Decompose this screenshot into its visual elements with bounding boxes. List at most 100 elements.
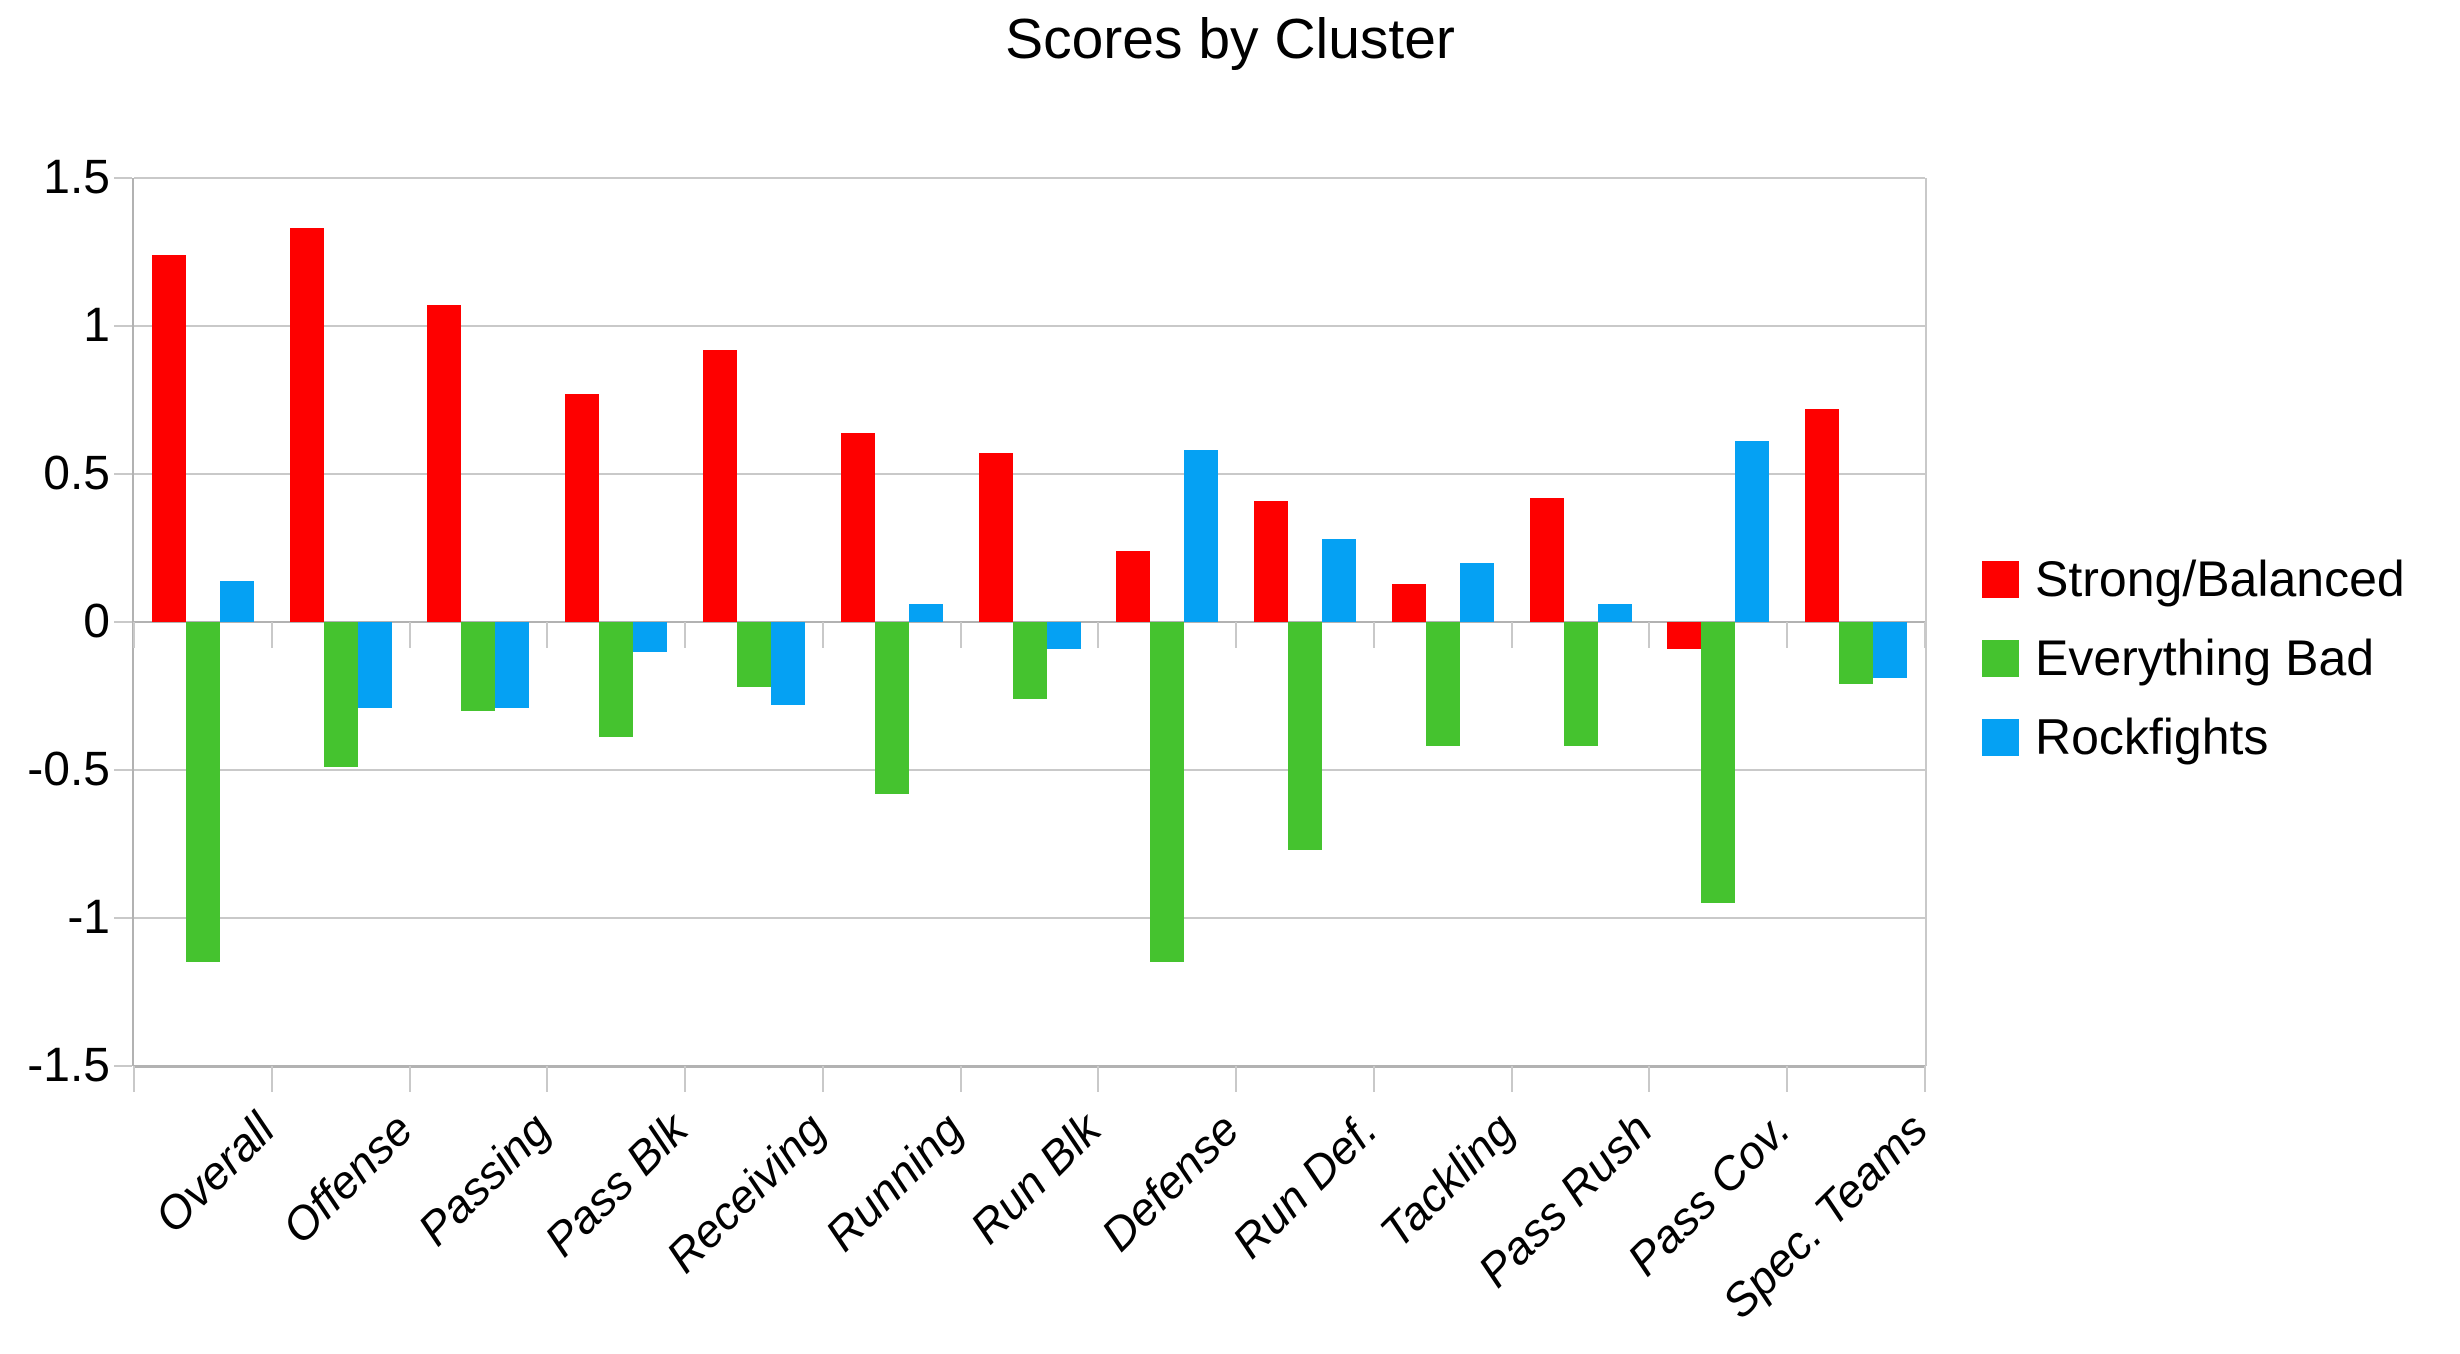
gridline	[134, 917, 1925, 919]
bar-run-blk-rockfights	[1046, 622, 1081, 649]
bar-pass-cov-everything-bad	[1701, 622, 1736, 904]
gridline	[134, 473, 1925, 475]
bar-pass-blk-rockfights	[633, 622, 668, 652]
bar-pass-blk-everything-bad	[599, 622, 634, 738]
y-tick-label: 0.5	[43, 447, 110, 500]
bar-pass-cov-strong-balanced	[1667, 622, 1702, 649]
bar-passing-strong-balanced	[427, 305, 462, 622]
bar-tackling-rockfights	[1459, 562, 1494, 622]
legend-swatch-everything-bad	[1982, 639, 2019, 677]
bar-run-blk-strong-balanced	[978, 453, 1013, 622]
y-tick-label: 1	[83, 299, 110, 352]
category-tick-zero-line	[1648, 622, 1651, 648]
y-axis-tick	[114, 1065, 132, 1067]
bar-pass-cov-rockfights	[1735, 441, 1770, 622]
legend-item-strong-balanced: Strong/Balanced	[1982, 552, 2405, 606]
category-tick-bottom	[1924, 1066, 1926, 1092]
y-tick-label: 1.5	[43, 151, 110, 204]
bar-tackling-everything-bad	[1425, 622, 1460, 747]
bar-passing-everything-bad	[461, 622, 496, 711]
category-tick-zero-line	[1235, 622, 1238, 648]
category-tick-bottom	[270, 1066, 273, 1092]
bar-run-def-rockfights	[1322, 539, 1357, 622]
y-axis-tick	[114, 177, 132, 179]
category-tick-bottom	[1786, 1066, 1789, 1092]
category-tick-zero-line	[1372, 622, 1375, 648]
y-tick-label: 0	[83, 595, 110, 648]
category-tick-bottom	[1510, 1066, 1513, 1092]
bar-pass-rush-everything-bad	[1563, 622, 1598, 747]
bar-spec-teams-strong-balanced	[1805, 408, 1840, 622]
y-axis-tick	[114, 769, 132, 771]
category-tick-zero-line	[1924, 622, 1926, 648]
bar-spec-teams-everything-bad	[1839, 622, 1874, 685]
bar-overall-strong-balanced	[151, 254, 186, 622]
category-tick-zero-line	[1510, 622, 1513, 648]
bar-receiving-everything-bad	[736, 622, 771, 688]
y-axis-tick	[114, 621, 132, 623]
y-tick-label: -0.5	[27, 743, 110, 796]
bar-pass-blk-strong-balanced	[565, 394, 600, 622]
category-tick-zero-line	[821, 622, 824, 648]
category-tick-bottom	[546, 1066, 549, 1092]
bar-receiving-strong-balanced	[702, 349, 737, 622]
category-tick-zero-line	[684, 622, 687, 648]
legend-label: Everything Bad	[2035, 630, 2375, 686]
category-tick-zero-line	[1097, 622, 1100, 648]
legend-label: Rockfights	[2035, 709, 2269, 765]
y-axis-tick	[114, 325, 132, 327]
bar-defense-rockfights	[1184, 450, 1219, 622]
gridline	[134, 325, 1925, 327]
y-axis-tick	[114, 917, 132, 919]
x-category-label-run-blk: Run Blk	[960, 1102, 1111, 1254]
bar-tackling-strong-balanced	[1391, 583, 1426, 622]
bar-run-def-everything-bad	[1288, 622, 1323, 850]
legend-item-everything-bad: Everything Bad	[1982, 631, 2374, 685]
bar-overall-everything-bad	[185, 622, 220, 963]
category-tick-bottom	[959, 1066, 962, 1092]
category-tick-bottom	[1235, 1066, 1238, 1092]
category-tick-bottom	[408, 1066, 411, 1092]
category-tick-zero-line	[1786, 622, 1789, 648]
bar-overall-rockfights	[219, 580, 254, 622]
bar-pass-rush-strong-balanced	[1529, 497, 1564, 622]
category-tick-bottom	[133, 1066, 135, 1092]
gridline	[134, 769, 1925, 771]
bar-run-def-strong-balanced	[1254, 500, 1289, 622]
bar-passing-rockfights	[495, 622, 530, 708]
y-tick-label: -1	[67, 891, 110, 944]
category-tick-zero-line	[959, 622, 962, 648]
x-category-label-overall: Overall	[144, 1102, 285, 1243]
bar-offense-everything-bad	[323, 622, 358, 768]
category-tick-bottom	[1648, 1066, 1651, 1092]
category-tick-bottom	[821, 1066, 824, 1092]
bar-offense-strong-balanced	[289, 228, 324, 622]
bar-receiving-rockfights	[770, 622, 805, 705]
y-axis-tick	[114, 473, 132, 475]
legend-swatch-strong-balanced	[1982, 560, 2019, 598]
bar-defense-strong-balanced	[1116, 550, 1151, 622]
bar-running-strong-balanced	[840, 432, 875, 622]
x-category-label-offense: Offense	[271, 1102, 423, 1254]
y-tick-label: -1.5	[27, 1039, 110, 1092]
bar-run-blk-everything-bad	[1012, 622, 1047, 699]
category-tick-zero-line	[133, 622, 135, 648]
category-tick-bottom	[684, 1066, 687, 1092]
bar-running-everything-bad	[874, 622, 909, 794]
plot-area	[114, 177, 1927, 1092]
x-category-label-run-def: Run Def.	[1221, 1102, 1387, 1268]
gridline	[134, 1065, 1925, 1068]
bar-spec-teams-rockfights	[1873, 622, 1908, 679]
x-category-label-running: Running	[815, 1102, 974, 1261]
category-tick-zero-line	[546, 622, 549, 648]
category-tick-bottom	[1372, 1066, 1375, 1092]
category-tick-zero-line	[270, 622, 273, 648]
category-tick-zero-line	[408, 622, 411, 648]
gridline	[134, 177, 1925, 179]
bar-pass-rush-rockfights	[1597, 604, 1632, 622]
bar-defense-everything-bad	[1150, 622, 1185, 963]
chart-title: Scores by Cluster	[1005, 7, 1455, 71]
category-tick-bottom	[1097, 1066, 1100, 1092]
legend-swatch-rockfights	[1982, 718, 2019, 756]
